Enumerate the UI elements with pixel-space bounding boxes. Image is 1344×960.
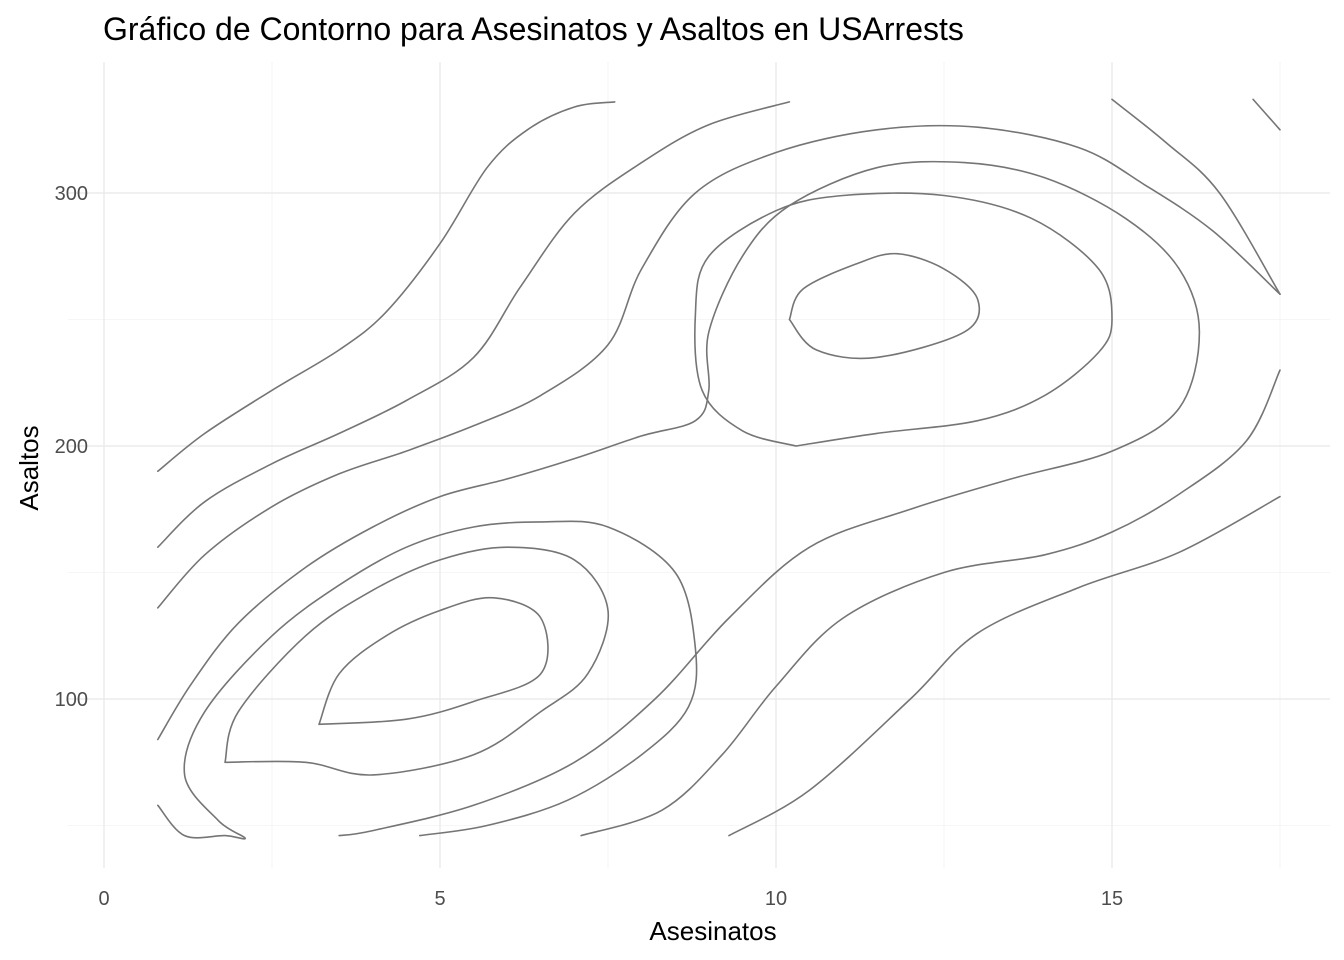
x-tick-label: 10 bbox=[765, 888, 787, 910]
x-tick-label: 15 bbox=[1101, 888, 1123, 910]
contour-line-13 bbox=[1252, 98, 1281, 131]
contour-line-6 bbox=[694, 192, 1113, 447]
contour-line-5 bbox=[157, 520, 698, 840]
x-tick-label: 0 bbox=[98, 888, 109, 910]
y-tick-label: 200 bbox=[55, 436, 88, 458]
contour-line-11 bbox=[728, 495, 1281, 837]
contour-line-4 bbox=[157, 160, 1201, 837]
contour-line-10 bbox=[580, 369, 1281, 837]
grid-lines bbox=[68, 62, 1330, 868]
contour-lines bbox=[157, 98, 1281, 840]
x-axis-title: Asesinatos bbox=[649, 916, 776, 946]
tick-labels: 0 5 10 15 100 200 300 bbox=[55, 183, 1124, 910]
contour-line-2 bbox=[157, 101, 791, 548]
contour-line-3 bbox=[157, 124, 1281, 609]
chart-title: Gráfico de Contorno para Asesinatos y As… bbox=[103, 11, 964, 47]
contour-line-12 bbox=[1111, 98, 1281, 295]
contour-line-9 bbox=[788, 252, 981, 360]
contour-line-8 bbox=[318, 596, 549, 726]
x-tick-label: 5 bbox=[434, 888, 445, 910]
y-tick-label: 100 bbox=[55, 689, 88, 711]
contour-line-1 bbox=[157, 101, 616, 473]
y-axis-title: Asaltos bbox=[14, 425, 44, 510]
y-tick-label: 300 bbox=[55, 183, 88, 205]
contour-line-7 bbox=[224, 546, 610, 776]
